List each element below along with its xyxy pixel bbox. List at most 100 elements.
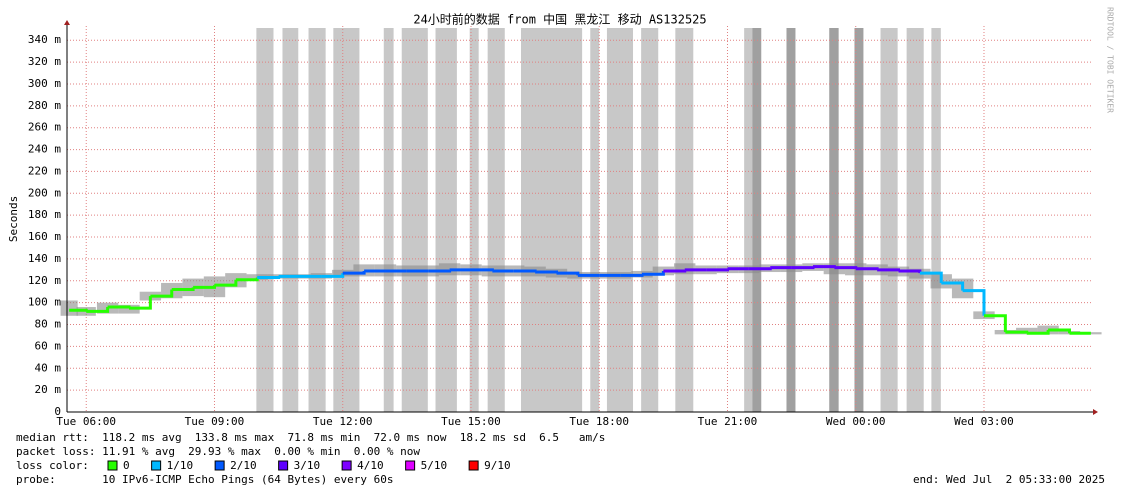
median-line (535, 270, 558, 274)
footer-loss: packet loss: 11.91 % avg 29.93 % max 0.0… (16, 445, 420, 458)
y-axis-label: Seconds (7, 196, 20, 242)
y-tick-label: 140 m (28, 252, 61, 265)
x-tick-label: Tue 09:00 (185, 415, 245, 428)
y-arrow (64, 20, 70, 25)
legend-swatch (468, 460, 479, 471)
median-line (748, 267, 772, 271)
median-line (470, 268, 494, 272)
x-tick-label: Tue 15:00 (441, 415, 501, 428)
loss-band (383, 28, 394, 412)
loss-band (333, 28, 360, 412)
smoke (60, 300, 78, 316)
x-tick-label: Tue 06:00 (56, 415, 116, 428)
median-line (107, 305, 131, 309)
loss-band (590, 28, 600, 412)
watermark: RRDTOOL / TOBI OETIKER (1106, 7, 1115, 113)
loss-band (880, 28, 898, 412)
footer-loss-color: loss color: (16, 459, 89, 472)
y-tick-label: 100 m (28, 296, 61, 309)
footer-probe: probe: 10 IPv6-ICMP Echo Pings (64 Bytes… (16, 473, 394, 486)
loss-band (829, 28, 839, 412)
x-tick-label: Tue 21:00 (698, 415, 758, 428)
loss-band (641, 28, 659, 412)
x-arrow (1093, 409, 1098, 415)
median-line (235, 277, 259, 282)
median-line (641, 270, 665, 276)
y-tick-label: 60 m (35, 339, 62, 352)
median-line (834, 266, 858, 270)
y-tick-label: 340 m (28, 33, 61, 46)
legend-label: 4/10 (357, 459, 384, 472)
median-line (69, 308, 88, 312)
x-tick-label: Tue 12:00 (313, 415, 373, 428)
median-line (663, 269, 687, 273)
median-line (556, 271, 580, 276)
y-tick-label: 200 m (28, 186, 61, 199)
median-line (791, 266, 815, 270)
legend-swatch (405, 460, 416, 471)
loss-band (487, 28, 505, 412)
legend-label: 3/10 (294, 459, 321, 472)
y-tick-label: 20 m (35, 383, 62, 396)
loss-band (931, 28, 941, 412)
median-line (877, 268, 900, 272)
loss-band (752, 28, 762, 412)
loss-band (401, 28, 428, 412)
y-tick-label: 240 m (28, 143, 61, 156)
loss-band (854, 28, 864, 412)
median-line (962, 289, 986, 316)
loss-band (435, 28, 457, 412)
y-tick-label: 0 (54, 405, 61, 418)
median-line (150, 289, 174, 298)
y-tick-label: 180 m (28, 208, 61, 221)
legend-swatch (151, 460, 162, 471)
legend-label: 2/10 (230, 459, 257, 472)
median-line (342, 270, 366, 275)
y-tick-label: 320 m (28, 55, 61, 68)
median-line (706, 268, 729, 272)
median-line (919, 271, 943, 283)
median-line (1005, 330, 1029, 334)
y-tick-label: 280 m (28, 99, 61, 112)
x-tick-label: Wed 03:00 (954, 415, 1014, 428)
x-tick-label: Tue 18:00 (569, 415, 629, 428)
legend-label: 0 (123, 459, 130, 472)
loss-band (256, 28, 274, 412)
median-line (620, 273, 644, 277)
y-tick-label: 120 m (28, 274, 61, 287)
loss-band (308, 28, 326, 412)
loss-band (469, 28, 479, 412)
legend-swatch (107, 460, 118, 471)
y-tick-label: 160 m (28, 230, 61, 243)
y-tick-label: 80 m (35, 318, 62, 331)
loss-band (675, 28, 694, 412)
loss-band (521, 28, 583, 412)
chart-title: 24小时前的数据 from 中国 黑龙江 移动 AS132525 (413, 12, 706, 27)
footer-median: median rtt: 118.2 ms avg 133.8 ms max 71… (16, 431, 605, 444)
legend-swatch (341, 460, 352, 471)
legend-label: 1/10 (167, 459, 194, 472)
legend-label: 9/10 (484, 459, 511, 472)
median-line (321, 273, 345, 278)
median-line (855, 267, 879, 271)
legend-swatch (278, 460, 289, 471)
y-tick-label: 260 m (28, 121, 61, 134)
plot-area (60, 26, 1102, 413)
y-tick-label: 40 m (35, 361, 62, 374)
median-line (941, 281, 965, 291)
y-tick-label: 300 m (28, 77, 61, 90)
median-line (257, 276, 281, 280)
median-line (812, 265, 836, 269)
legend-label: 5/10 (421, 459, 448, 472)
median-line (513, 269, 537, 273)
median-line (428, 269, 452, 273)
legend-swatch (214, 460, 225, 471)
median-line (983, 314, 1007, 333)
loss-band (282, 28, 299, 412)
y-tick-label: 220 m (28, 164, 61, 177)
loss-band (906, 28, 924, 412)
loss-band (744, 28, 753, 412)
median-line (128, 296, 152, 310)
